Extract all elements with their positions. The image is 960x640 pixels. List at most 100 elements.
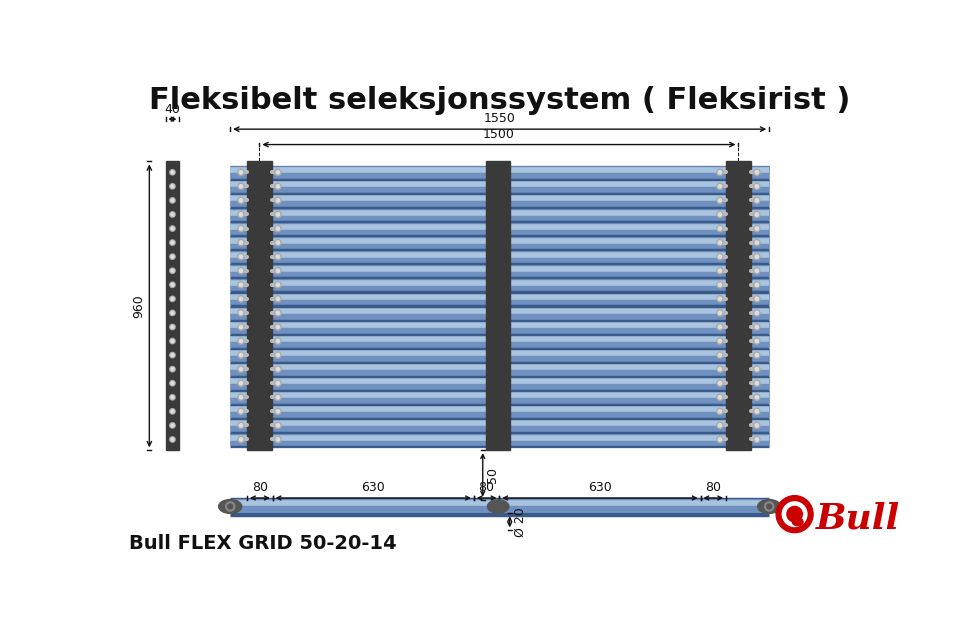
- Circle shape: [717, 394, 723, 401]
- Circle shape: [239, 185, 243, 188]
- Circle shape: [238, 380, 244, 387]
- Circle shape: [276, 297, 279, 301]
- Circle shape: [718, 171, 722, 174]
- Circle shape: [754, 408, 760, 415]
- Circle shape: [238, 436, 244, 442]
- Circle shape: [238, 239, 244, 246]
- Circle shape: [275, 408, 281, 415]
- Circle shape: [238, 169, 244, 175]
- Circle shape: [276, 185, 279, 188]
- Ellipse shape: [757, 500, 780, 513]
- Circle shape: [238, 282, 244, 288]
- Circle shape: [171, 312, 174, 314]
- Circle shape: [239, 198, 243, 202]
- Circle shape: [238, 338, 244, 344]
- Circle shape: [239, 241, 243, 244]
- Circle shape: [170, 198, 175, 203]
- Circle shape: [276, 283, 279, 287]
- Circle shape: [717, 366, 723, 372]
- Circle shape: [171, 185, 174, 188]
- Circle shape: [275, 268, 281, 274]
- Circle shape: [754, 338, 760, 344]
- Circle shape: [718, 339, 722, 343]
- Bar: [726, 161, 751, 451]
- Circle shape: [239, 339, 243, 343]
- Circle shape: [717, 183, 723, 189]
- Circle shape: [170, 422, 175, 428]
- Circle shape: [717, 408, 723, 415]
- Circle shape: [756, 424, 758, 427]
- Circle shape: [275, 422, 281, 429]
- Circle shape: [756, 227, 758, 230]
- Circle shape: [275, 225, 281, 232]
- Bar: [165, 161, 180, 451]
- Circle shape: [275, 310, 281, 316]
- Circle shape: [170, 254, 175, 259]
- Circle shape: [717, 338, 723, 344]
- Circle shape: [756, 396, 758, 399]
- Circle shape: [171, 339, 174, 342]
- Circle shape: [238, 183, 244, 189]
- Circle shape: [239, 325, 243, 329]
- Ellipse shape: [488, 500, 509, 513]
- Circle shape: [171, 199, 174, 202]
- Circle shape: [756, 311, 758, 315]
- Circle shape: [756, 438, 758, 441]
- Text: Bull: Bull: [815, 501, 900, 535]
- Circle shape: [275, 183, 281, 189]
- Circle shape: [170, 170, 175, 175]
- Circle shape: [170, 324, 175, 330]
- Text: 80: 80: [252, 481, 268, 494]
- Circle shape: [170, 409, 175, 414]
- Circle shape: [239, 438, 243, 441]
- Circle shape: [718, 367, 722, 371]
- Circle shape: [754, 268, 760, 274]
- Circle shape: [276, 410, 279, 413]
- Circle shape: [171, 284, 174, 286]
- Circle shape: [717, 422, 723, 429]
- Text: 630: 630: [588, 481, 612, 494]
- Circle shape: [717, 352, 723, 358]
- Circle shape: [718, 241, 722, 244]
- Ellipse shape: [792, 518, 804, 525]
- Circle shape: [756, 255, 758, 259]
- Circle shape: [239, 227, 243, 230]
- Circle shape: [754, 211, 760, 218]
- Circle shape: [754, 366, 760, 372]
- Circle shape: [756, 269, 758, 273]
- Circle shape: [275, 282, 281, 288]
- Text: 1550: 1550: [484, 112, 516, 125]
- Circle shape: [276, 198, 279, 202]
- Circle shape: [239, 283, 243, 287]
- Circle shape: [754, 183, 760, 189]
- Circle shape: [717, 324, 723, 330]
- Circle shape: [718, 438, 722, 441]
- Circle shape: [718, 198, 722, 202]
- Circle shape: [170, 395, 175, 400]
- Circle shape: [756, 367, 758, 371]
- Circle shape: [787, 506, 803, 522]
- Circle shape: [239, 396, 243, 399]
- Circle shape: [171, 213, 174, 216]
- Text: Bull FLEX GRID 50-20-14: Bull FLEX GRID 50-20-14: [129, 534, 396, 553]
- Circle shape: [239, 297, 243, 301]
- Circle shape: [717, 380, 723, 387]
- Circle shape: [717, 296, 723, 302]
- Circle shape: [275, 338, 281, 344]
- Circle shape: [171, 424, 174, 427]
- Circle shape: [275, 324, 281, 330]
- Circle shape: [756, 241, 758, 244]
- Circle shape: [718, 297, 722, 301]
- Circle shape: [717, 436, 723, 442]
- Circle shape: [171, 255, 174, 258]
- Circle shape: [276, 311, 279, 315]
- Circle shape: [238, 310, 244, 316]
- Circle shape: [238, 408, 244, 415]
- Circle shape: [275, 366, 281, 372]
- Circle shape: [718, 381, 722, 385]
- Circle shape: [717, 239, 723, 246]
- Circle shape: [776, 495, 813, 532]
- Circle shape: [276, 269, 279, 273]
- Circle shape: [754, 380, 760, 387]
- Circle shape: [276, 227, 279, 230]
